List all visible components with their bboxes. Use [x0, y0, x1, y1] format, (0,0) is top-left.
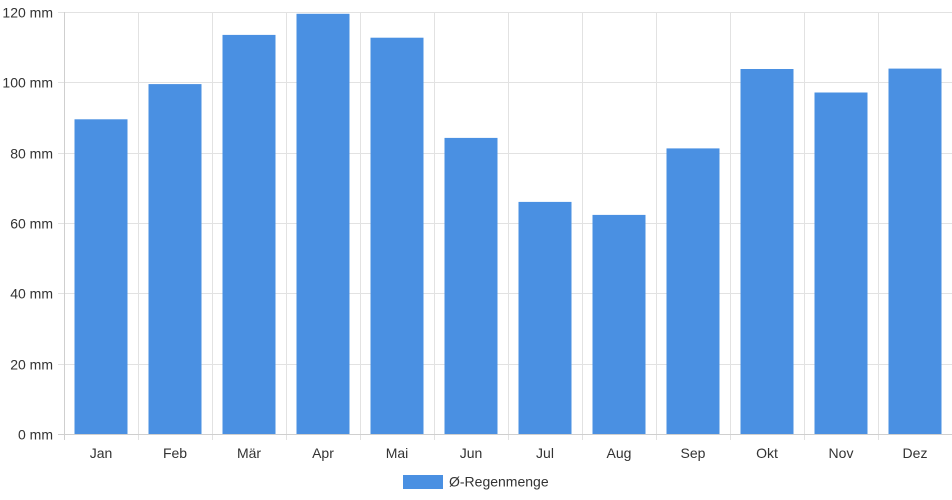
- y-tick-label: 80 mm: [10, 146, 53, 162]
- bar-sep[interactable]: [666, 148, 720, 434]
- y-tick-label: 60 mm: [10, 216, 53, 232]
- y-tick-label: 120 mm: [2, 5, 53, 21]
- bar-mär[interactable]: [222, 34, 276, 435]
- x-tick-label: Jul: [536, 445, 554, 461]
- bars: [74, 13, 942, 435]
- bar-aug[interactable]: [592, 214, 646, 434]
- legend-label[interactable]: Ø-Regenmenge: [449, 474, 549, 490]
- axes: [58, 12, 952, 440]
- bar-nov[interactable]: [814, 92, 868, 435]
- x-tick-label: Apr: [312, 445, 334, 461]
- x-tick-label: Feb: [163, 445, 187, 461]
- bar-jun[interactable]: [444, 137, 498, 434]
- x-tick-label: Okt: [756, 445, 778, 461]
- x-tick-label: Nov: [829, 445, 854, 461]
- x-tick-label: Dez: [903, 445, 928, 461]
- x-tick-label: Mai: [386, 445, 409, 461]
- legend-swatch[interactable]: [403, 475, 443, 489]
- bar-okt[interactable]: [740, 69, 794, 434]
- gridlines: [58, 12, 952, 440]
- x-axis-tick-labels: Jan Feb Mär Apr Mai Jun Jul Aug Sep Okt Nov Dez: [90, 445, 928, 461]
- x-tick-label: Jan: [90, 445, 113, 461]
- y-tick-label: 40 mm: [10, 286, 53, 302]
- x-tick-label: Aug: [607, 445, 632, 461]
- legend[interactable]: Ø-Regenmenge: [403, 474, 549, 490]
- x-tick-label: Jun: [460, 445, 483, 461]
- y-tick-label: 100 mm: [2, 75, 53, 91]
- y-tick-label: 0 mm: [18, 427, 53, 443]
- bar-dez[interactable]: [888, 68, 942, 434]
- x-tick-label: Mär: [237, 445, 261, 461]
- bar-jan[interactable]: [74, 119, 128, 435]
- y-tick-label: 20 mm: [10, 357, 53, 373]
- bar-jul[interactable]: [518, 201, 572, 434]
- bar-apr[interactable]: [296, 13, 350, 435]
- bar-feb[interactable]: [148, 84, 202, 434]
- x-tick-label: Sep: [681, 445, 706, 461]
- y-axis-tick-labels: 0 mm 20 mm 40 mm 60 mm 80 mm 100 mm 120 mm: [2, 5, 53, 443]
- bar-mai[interactable]: [370, 37, 424, 434]
